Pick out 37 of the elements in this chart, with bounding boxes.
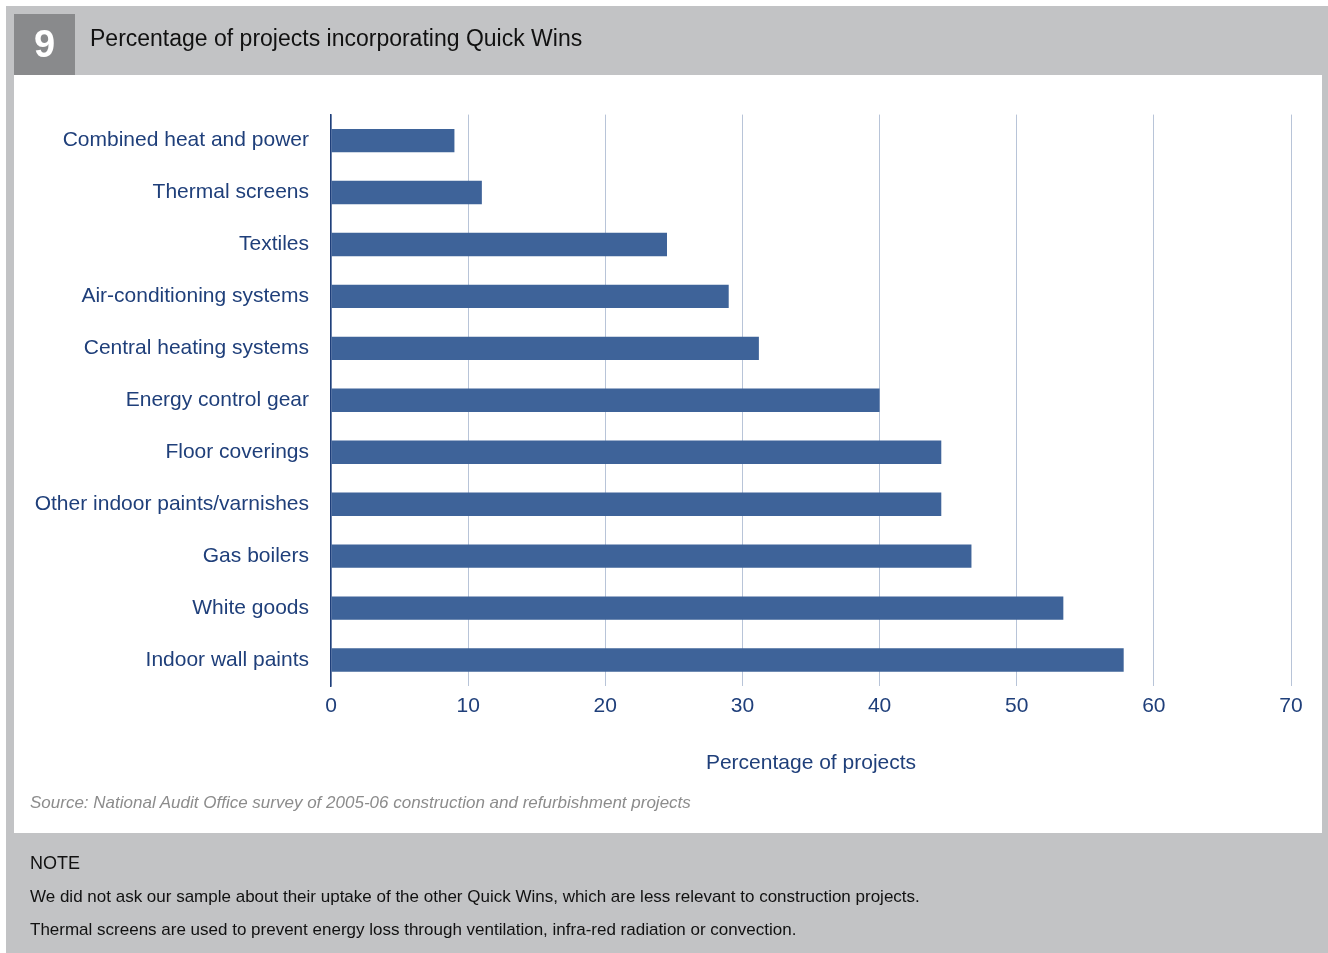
bar xyxy=(331,440,942,464)
bar xyxy=(331,336,759,361)
chart-title: Percentage of projects incorporating Quick Wins xyxy=(90,25,583,52)
x-axis-title: Percentage of projects xyxy=(705,750,917,774)
bar xyxy=(331,180,482,205)
y-tick-label: Air-conditioning systems xyxy=(81,283,309,307)
y-tick-label: Thermal screens xyxy=(152,179,309,203)
y-tick-label: Energy control gear xyxy=(125,387,309,411)
x-tick-label: 0 xyxy=(325,693,337,717)
x-tick-label: 30 xyxy=(730,693,755,717)
x-tick-label: 20 xyxy=(593,693,617,717)
source-note: Source: National Audit Office survey of 2005-06 construction and refurbishment projects xyxy=(30,793,691,813)
y-tick-label: Gas boilers xyxy=(202,542,309,566)
x-tick-label: 60 xyxy=(1142,693,1166,717)
x-tick-label: 70 xyxy=(1279,693,1303,717)
y-tick-label: Combined heat and power xyxy=(62,127,309,151)
bar xyxy=(331,492,942,516)
y-tick-label: White goods xyxy=(192,594,309,618)
x-tick-label: 40 xyxy=(867,693,892,717)
bar xyxy=(331,232,667,257)
x-tick-label: 10 xyxy=(456,693,480,717)
y-tick-label: Textiles xyxy=(238,231,309,255)
y-tick-label: Floor coverings xyxy=(165,439,309,463)
bar xyxy=(331,648,1124,672)
text: NOTE xyxy=(30,853,81,874)
bar xyxy=(331,284,729,309)
x-tick-label: 50 xyxy=(1005,693,1029,717)
bar xyxy=(331,544,972,568)
bar xyxy=(331,596,1064,620)
text: 9 xyxy=(14,14,75,75)
text: Thermal screens are used to prevent energy loss through ventilation, infra-red radiation or convection. xyxy=(30,920,797,940)
y-tick-label: Indoor wall paints xyxy=(145,646,309,670)
bar xyxy=(331,128,455,153)
y-tick-label: Central heating systems xyxy=(83,335,309,359)
y-tick-label: Other indoor paints/varnishes xyxy=(34,490,309,514)
text: We did not ask our sample about their uptake of the other Quick Wins, which are less relevant to construction projects. xyxy=(30,887,920,907)
bar xyxy=(331,388,880,412)
